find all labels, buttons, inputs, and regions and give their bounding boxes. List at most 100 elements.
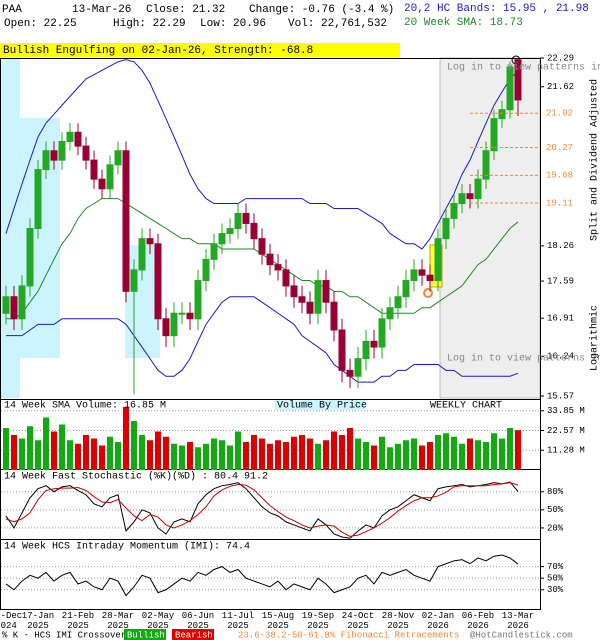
y-tick-label: 20% [547, 523, 564, 533]
y-tick-label: 18.26 [547, 241, 574, 251]
candle-body [50, 150, 58, 161]
candle-body [146, 238, 154, 245]
candle-body [290, 285, 298, 298]
volume-bar [467, 438, 473, 470]
candle-body [314, 280, 322, 314]
candle-body [426, 274, 434, 282]
candle-body [226, 227, 234, 235]
indicator-line [5, 554, 519, 597]
candle-body [394, 296, 402, 309]
volume-bar [251, 435, 257, 470]
volume-bar [139, 435, 145, 470]
candle-body [434, 238, 442, 282]
volume-bar [243, 442, 249, 470]
candle-body [66, 131, 74, 142]
bearish-bg [172, 629, 214, 640]
volume-bar [107, 436, 113, 470]
low: Low: 20.96 [200, 18, 266, 30]
volume-bar [203, 443, 209, 470]
volume-bar [275, 440, 281, 470]
x-tick-label: 02-May 2025 [142, 611, 175, 631]
candle-body [322, 280, 330, 303]
footer-fib: 23.6-38.2-50-61.8% Fibonacci Retracement… [238, 630, 459, 640]
pattern-banner [0, 43, 400, 57]
volume-bar [363, 442, 369, 470]
y-tick-label: 16.91 [547, 314, 574, 324]
candle-body [90, 159, 98, 180]
vbp-bg [275, 400, 365, 410]
pattern-title: Bullish Engulfing on 02-Jan-26, Strength… [3, 45, 313, 57]
date: 13-Mar-26 [72, 4, 131, 16]
volume-bar [227, 445, 233, 470]
x-tick-label: 24-Oct 2025 [342, 611, 374, 631]
bullish-bg [124, 629, 166, 640]
open: Open: 22.25 [4, 18, 77, 30]
volume-bar [123, 407, 129, 470]
bands: 20,2 HC Bands: 15.95 , 21.98 [404, 3, 589, 15]
volume-bar [219, 440, 225, 470]
y-tick-label: 16.24 [547, 352, 574, 362]
volume-bar [35, 440, 41, 470]
volume-bar [155, 431, 161, 470]
x-tick-label: 06-Feb 2026 [462, 611, 494, 631]
y-tick-label: 17.59 [547, 276, 574, 286]
volume-bar [51, 431, 57, 470]
volume-bar [171, 443, 177, 470]
x-tick-label: 28-Nov 2025 [382, 611, 415, 631]
volume-bar [283, 442, 289, 470]
volume-bar [515, 430, 521, 470]
symbol: PAA [2, 4, 22, 16]
fib-label: 20.27 [546, 143, 573, 153]
locked-area [439, 57, 541, 399]
x-tick-label: 21-Feb 2025 [62, 611, 94, 631]
fib-label: 19.68 [546, 171, 573, 181]
candle-body [10, 296, 18, 320]
candle-body [210, 243, 218, 260]
volume-bar [259, 438, 265, 470]
y-tick-label: 21.62 [547, 82, 574, 92]
y-axis-label: Split and Dividend Adjusted [589, 79, 600, 241]
volume-title: 14 Week SMA Volume: 16.85 M [4, 400, 166, 412]
y-tick-label: 50% [547, 574, 564, 584]
high: High: 22.29 [113, 18, 186, 30]
candle-body [162, 318, 170, 337]
x-tick-label: 15-Aug 2025 [262, 611, 294, 631]
footer-bearish: Bearish [175, 630, 213, 640]
candle-body [26, 227, 34, 287]
x-tick-label: 02-Jan 2026 [422, 611, 454, 631]
x-tick-label: 06-Jun 2025 [182, 611, 214, 631]
volume: Vol: 22,761,532 [288, 18, 387, 30]
volume-bar [419, 445, 425, 470]
candle-body [482, 150, 490, 180]
candle-body [330, 301, 338, 331]
candle-body [298, 296, 306, 303]
y-tick-label: 15.57 [547, 391, 574, 401]
candle-body [170, 312, 178, 337]
candle-body [362, 340, 370, 360]
candle-body [378, 318, 386, 348]
y-tick-label: 22.29 [547, 53, 574, 63]
volume-bar [131, 421, 137, 470]
candle-body [42, 150, 50, 171]
fib-label: 19.11 [546, 198, 573, 208]
y-tick-label: 50% [547, 505, 564, 515]
candle-body [458, 193, 466, 204]
x-tick-label: 13-Mar 2026 [502, 611, 534, 631]
volume-bar [483, 442, 489, 470]
scale-label: Logarithmic [589, 305, 600, 371]
x-tick-label: 11-Jul 2025 [222, 611, 254, 631]
volume-bar [27, 426, 33, 470]
candle-body [130, 269, 138, 292]
candle-body [338, 329, 346, 371]
candle-body [154, 243, 162, 320]
volume-bar [355, 438, 361, 470]
candle-body [250, 222, 258, 240]
volume-bar [459, 443, 465, 470]
panel-frame [0, 539, 541, 610]
candle-body [106, 164, 114, 190]
volume-bar [427, 442, 433, 470]
pattern-marker [423, 288, 433, 298]
x-tick-label: 17-Jan 2025 [22, 611, 54, 631]
volume-bar [443, 433, 449, 470]
